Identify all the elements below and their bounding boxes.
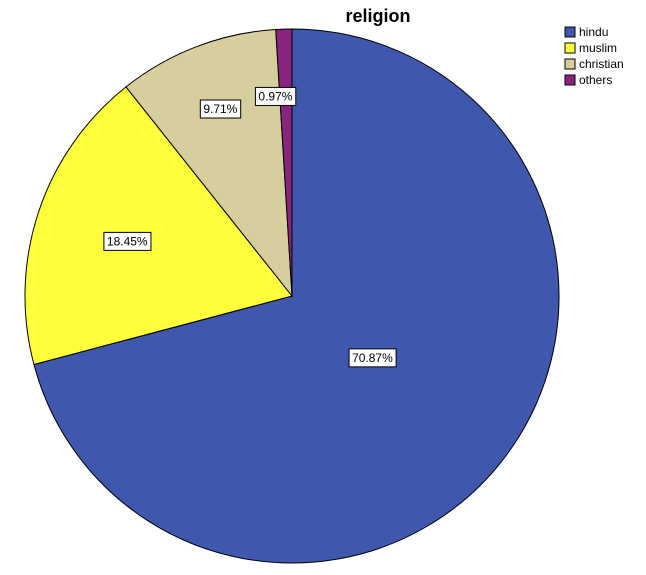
slice-label-text: 9.71% [203, 102, 237, 116]
slice-label-muslim: 18.45% [103, 231, 152, 251]
slice-label-box [254, 86, 297, 106]
pie-slice-labels: 70.87% 18.45% 9.71% 0.97% [103, 86, 397, 368]
legend-swatch-muslim [564, 42, 576, 54]
legend-label-others: others [579, 73, 612, 87]
slice-label-text: 0.97% [258, 89, 292, 103]
pie-slices [24, 28, 560, 564]
slice-label-box [103, 231, 152, 251]
chart-title: religion [345, 6, 410, 26]
legend-swatch-christian [564, 58, 576, 70]
legend: hindu muslim christian others [564, 25, 624, 87]
legend-label-christian: christian [579, 57, 624, 71]
pie-slice-hindu [33, 28, 560, 564]
pie-slice-muslim [24, 86, 293, 366]
slice-label-christian: 9.71% [199, 99, 242, 119]
slice-label-text: 70.87% [352, 351, 393, 365]
slice-label-box [199, 99, 242, 119]
slice-label-hindu: 70.87% [348, 348, 397, 368]
legend-label-hindu: hindu [579, 25, 608, 39]
legend-swatch-others [564, 74, 576, 86]
slice-label-box [348, 348, 397, 368]
pie-slice-christian [125, 28, 293, 298]
slice-label-text: 18.45% [107, 234, 148, 248]
slice-label-others: 0.97% [254, 86, 297, 106]
legend-swatch-hindu [564, 26, 576, 38]
legend-label-muslim: muslim [579, 41, 617, 55]
